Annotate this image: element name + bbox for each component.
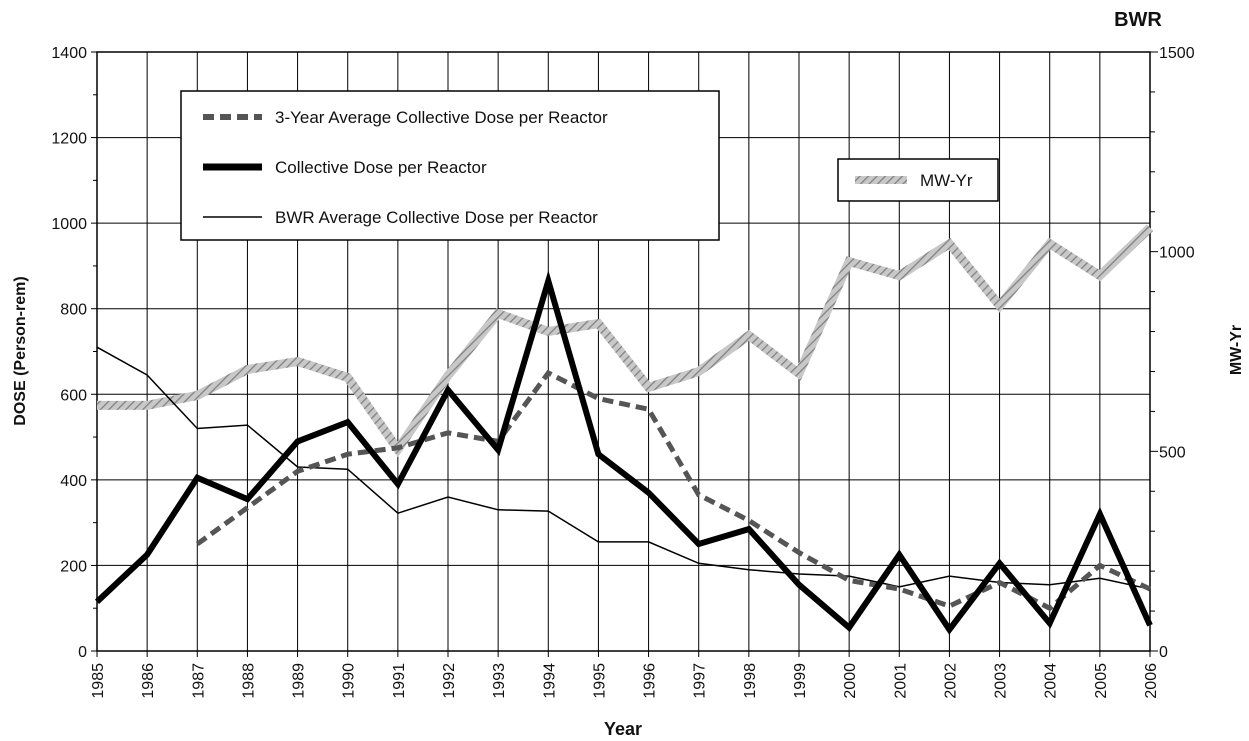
x-tick-label: 1988	[240, 663, 257, 699]
x-tick-label: 1998	[742, 663, 759, 699]
legend-label-3yr-avg: 3-Year Average Collective Dose per React…	[275, 108, 608, 127]
x-tick-label: 1996	[642, 663, 659, 699]
x-tick-label: 2002	[942, 663, 959, 699]
legend-label-collective: Collective Dose per Reactor	[275, 158, 487, 177]
legend-label-mwyr: MW-Yr	[920, 171, 973, 190]
axis-ticks: 1985 1986 1987 1988 1989 1990 1991 1992 1993 1994…	[51, 45, 1194, 699]
y-tick-label: 1200	[51, 131, 87, 148]
y2-tick-label: 1000	[1159, 245, 1195, 262]
x-tick-label: 1992	[441, 663, 458, 699]
series-line-hatched	[97, 224, 1154, 458]
y-tick-label: 1000	[51, 216, 87, 233]
x-tick-label: 2003	[993, 663, 1010, 699]
x-tick-label: 1995	[591, 663, 608, 699]
y-tick-label: 1400	[51, 45, 87, 62]
x-tick-label: 1997	[692, 663, 709, 699]
y-tick-label: 600	[60, 387, 87, 404]
series-line-thick	[94, 270, 1153, 635]
y-tick-label: 0	[78, 644, 87, 661]
x-tick-label: 2006	[1143, 663, 1160, 699]
legend-box	[180, 90, 720, 241]
x-tick-label: 1990	[341, 663, 358, 699]
series-layer	[94, 224, 1154, 635]
x-tick-label: 1987	[190, 663, 207, 699]
y2-tick-label: 500	[1159, 444, 1186, 461]
legend-mwyr: MW-Yr	[837, 158, 999, 202]
y2-axis-title: MW-Yr	[1228, 325, 1245, 375]
x-tick-label: 1985	[90, 663, 107, 699]
x-tick-label: 1986	[140, 663, 157, 699]
x-tick-label: 2001	[892, 663, 909, 699]
y-tick-label: 800	[60, 302, 87, 319]
series-line-dashed	[195, 369, 1152, 612]
x-tick-label: 1999	[792, 663, 809, 699]
y2-tick-label: 1500	[1159, 45, 1195, 62]
x-tick-label: 2005	[1093, 663, 1110, 699]
x-tick-label: 2000	[842, 663, 859, 699]
chart-title: BWR	[1114, 9, 1162, 31]
x-tick-label: 2004	[1043, 663, 1060, 699]
x-tick-label: 1991	[391, 663, 408, 699]
y-tick-label: 400	[60, 473, 87, 490]
legend-label-bwr-avg: BWR Average Collective Dose per Reactor	[275, 208, 598, 227]
x-tick-label: 1994	[541, 663, 558, 699]
x-tick-label: 1989	[291, 663, 308, 699]
y2-tick-label: 0	[1159, 644, 1168, 661]
y-axis-title: DOSE (Person-rem)	[12, 276, 29, 425]
series-line-thin	[96, 346, 1151, 590]
x-tick-label: 1993	[491, 663, 508, 699]
legend: 3-Year Average Collective Dose per React…	[180, 90, 720, 241]
x-axis-title: Year	[604, 719, 642, 739]
y-tick-label: 200	[60, 558, 87, 575]
